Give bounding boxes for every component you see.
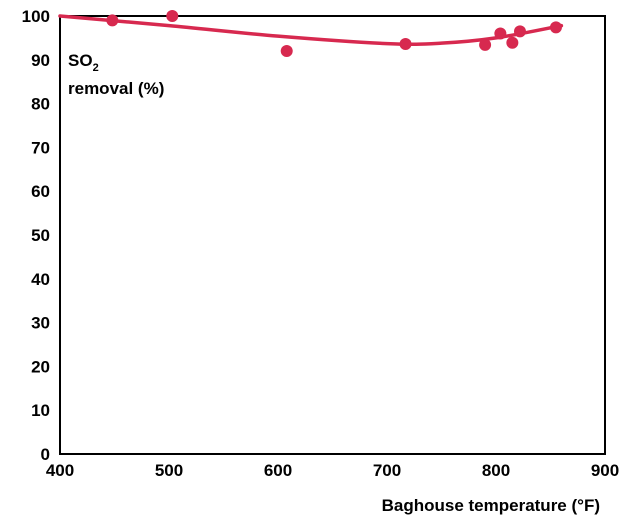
data-point bbox=[506, 36, 519, 49]
data-point bbox=[280, 45, 293, 58]
plot-area bbox=[59, 15, 606, 455]
data-point bbox=[549, 21, 562, 34]
y-tick-label: 90 bbox=[31, 51, 50, 70]
plot-frame bbox=[59, 15, 606, 455]
data-point bbox=[166, 10, 179, 22]
data-point bbox=[479, 38, 492, 51]
x-tick-label: 500 bbox=[155, 461, 183, 480]
y-tick-label: 100 bbox=[22, 7, 50, 26]
y-tick-label: 40 bbox=[31, 270, 50, 289]
data-point bbox=[106, 14, 119, 27]
y-tick-label: 70 bbox=[31, 138, 50, 157]
y-tick-label: 20 bbox=[31, 357, 50, 376]
y-axis-title: SO2 bbox=[68, 51, 99, 74]
x-tick-label: 800 bbox=[482, 461, 510, 480]
y-tick-label: 50 bbox=[31, 226, 50, 245]
x-tick-label: 700 bbox=[373, 461, 401, 480]
y-tick-label: 30 bbox=[31, 314, 50, 333]
y-axis-title-subscript: 2 bbox=[93, 62, 99, 74]
trend-line bbox=[58, 14, 564, 46]
x-tick-label: 900 bbox=[591, 461, 619, 480]
x-tick-labels: 400 500 600 700 800 900 bbox=[46, 461, 619, 480]
x-axis-title: Baghouse temperature (°F) bbox=[382, 496, 600, 515]
y-tick-label: 10 bbox=[31, 401, 50, 420]
y-tick-label: 60 bbox=[31, 182, 50, 201]
data-point bbox=[399, 38, 412, 51]
y-tick-label: 0 bbox=[41, 445, 50, 464]
data-points bbox=[106, 10, 562, 58]
data-point bbox=[513, 25, 526, 38]
y-tick-label: 80 bbox=[31, 95, 50, 114]
x-tick-label: 600 bbox=[264, 461, 292, 480]
y-axis-title-line2: removal (%) bbox=[68, 79, 164, 98]
y-axis-title-prefix: SO bbox=[68, 51, 93, 70]
data-point bbox=[494, 27, 507, 40]
y-tick-labels: 0 10 20 30 40 50 60 70 80 90 100 bbox=[22, 7, 50, 464]
x-tick-label: 400 bbox=[46, 461, 74, 480]
